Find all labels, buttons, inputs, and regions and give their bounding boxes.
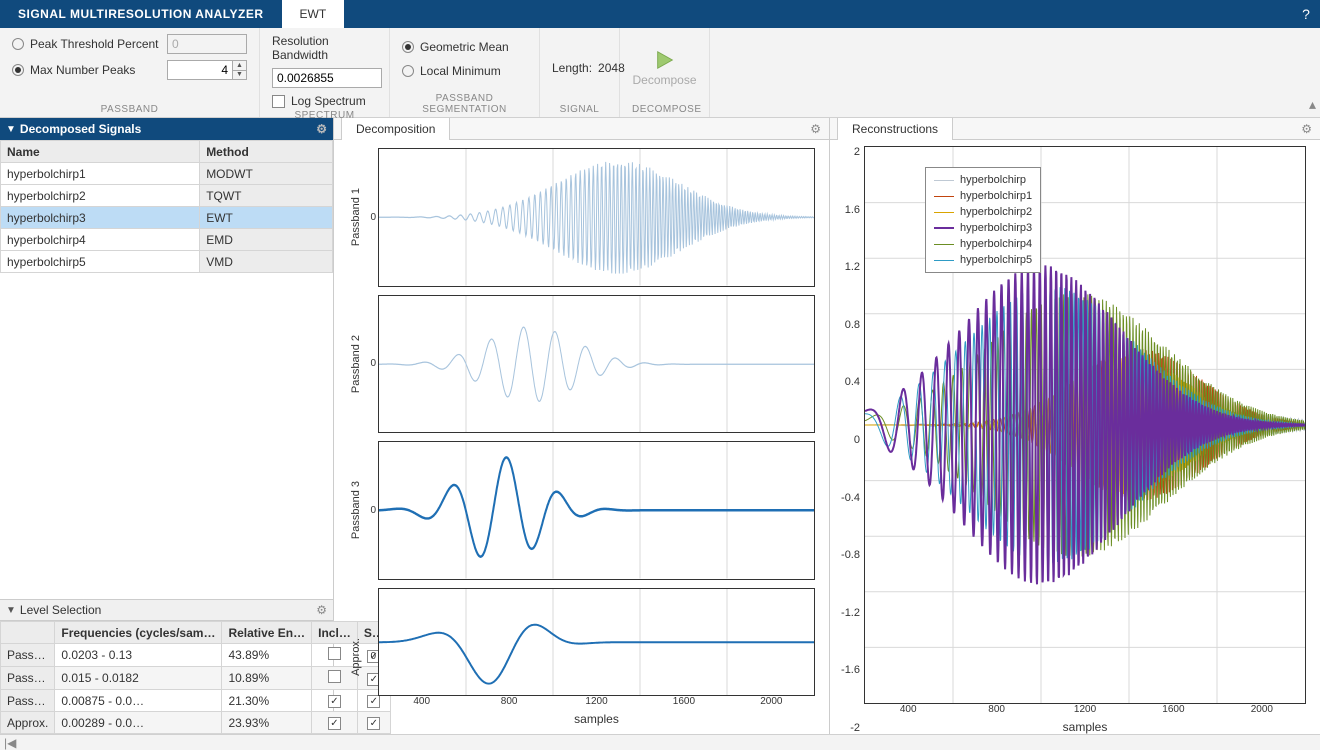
legend-item[interactable]: hyperbolchirp — [934, 172, 1032, 188]
recon-legend[interactable]: hyperbolchirphyperbolchirp1hyperbolchirp… — [925, 167, 1041, 273]
geo-mean-radio[interactable] — [402, 41, 414, 53]
play-icon — [654, 49, 676, 71]
legend-item[interactable]: hyperbolchirp4 — [934, 236, 1032, 252]
max-peaks-input[interactable] — [167, 60, 233, 80]
table-row[interactable]: Approx.0.00289 - 0.0…23.93% — [1, 712, 391, 734]
tab-main[interactable]: SIGNAL MULTIRESOLUTION ANALYZER — [0, 0, 282, 28]
legend-item[interactable]: hyperbolchirp5 — [934, 252, 1032, 268]
gear-icon[interactable]: ⚙ — [1293, 118, 1320, 139]
col-energy[interactable]: Relative En… — [222, 622, 312, 644]
col-name[interactable]: Name — [1, 141, 200, 163]
table-row[interactable]: Pass…0.0203 - 0.1343.89% — [1, 644, 391, 667]
peak-threshold-input[interactable] — [167, 34, 247, 54]
subplot: Passband 3 0 — [348, 441, 815, 580]
decompose-button[interactable]: Decompose — [632, 73, 696, 87]
tab-decomposition[interactable]: Decomposition — [342, 118, 450, 139]
gear-icon[interactable]: ⚙ — [802, 118, 829, 139]
peak-threshold-radio[interactable] — [12, 38, 24, 50]
table-row[interactable]: hyperbolchirp5VMD — [1, 251, 333, 273]
toolbar: Peak Threshold Percent Max Number Peaks … — [0, 28, 1320, 118]
max-peaks-radio[interactable] — [12, 64, 24, 76]
status-bar: |◀ — [0, 734, 1320, 750]
length-label: Length: — [552, 61, 592, 75]
geo-mean-label: Geometric Mean — [420, 40, 509, 54]
subplot: Approx. 0 400800120016002000samples — [348, 588, 815, 727]
decomposed-table: NameMethod hyperbolchirp1MODWThyperbolch… — [0, 140, 333, 273]
col-method[interactable]: Method — [200, 141, 333, 163]
tab-ewt[interactable]: EWT — [282, 0, 345, 28]
help-icon[interactable]: ? — [1292, 0, 1320, 28]
decomposed-header[interactable]: ▼ Decomposed Signals ⚙ — [0, 118, 333, 140]
level-title: Level Selection — [20, 603, 101, 617]
recon-xlabel: samples — [864, 718, 1306, 734]
table-row[interactable]: hyperbolchirp1MODWT — [1, 163, 333, 185]
legend-item[interactable]: hyperbolchirp1 — [934, 188, 1032, 204]
table-row[interactable]: Pass…0.00875 - 0.0…21.30% — [1, 690, 391, 712]
res-bw-label: Resolution Bandwidth — [272, 34, 377, 62]
reconstructions-panel: Reconstructions ⚙ 21.61.20.80.40-0.4-0.8… — [830, 118, 1320, 734]
log-spectrum-label: Log Spectrum — [291, 94, 366, 108]
subplot: Passband 1 0 — [348, 148, 815, 287]
decomposition-panel: Decomposition ⚙ Passband 1 0 Passband 2 … — [334, 118, 830, 734]
legend-item[interactable]: hyperbolchirp3 — [934, 220, 1032, 236]
group-seg-label: PASSBAND SEGMENTATION — [402, 91, 527, 115]
max-peaks-label: Max Number Peaks — [30, 63, 135, 77]
col-idx — [1, 622, 55, 644]
collapse-icon[interactable]: ▴ — [1309, 96, 1316, 113]
table-row[interactable]: Pass…0.015 - 0.018210.89% — [1, 667, 391, 690]
level-header[interactable]: ▼ Level Selection ⚙ — [0, 599, 333, 621]
res-bw-input[interactable] — [272, 68, 382, 88]
subplot: Passband 2 0 — [348, 295, 815, 434]
local-min-label: Local Minimum — [420, 64, 501, 78]
left-panel: ▼ Decomposed Signals ⚙ NameMethod hyperb… — [0, 118, 334, 734]
app-tabstrip: SIGNAL MULTIRESOLUTION ANALYZER EWT ? — [0, 0, 1320, 28]
level-table: Frequencies (cycles/sam… Relative En… In… — [0, 621, 391, 734]
decomposed-title: Decomposed Signals — [20, 122, 141, 136]
rewind-icon[interactable]: |◀ — [4, 736, 16, 750]
max-peaks-spinner[interactable]: ▲▼ — [233, 60, 247, 80]
peak-threshold-label: Peak Threshold Percent — [30, 37, 159, 51]
table-row[interactable]: hyperbolchirp2TQWT — [1, 185, 333, 207]
group-decomp-label: DECOMPOSE — [632, 102, 697, 115]
recon-xticks: 400800120016002000 — [864, 704, 1306, 718]
group-signal-label: SIGNAL — [552, 102, 607, 115]
col-freq[interactable]: Frequencies (cycles/sam… — [55, 622, 222, 644]
recon-axes[interactable]: hyperbolchirphyperbolchirp1hyperbolchirp… — [864, 146, 1306, 704]
log-spectrum-check[interactable] — [272, 95, 285, 108]
legend-item[interactable]: hyperbolchirp2 — [934, 204, 1032, 220]
tab-reconstructions[interactable]: Reconstructions — [838, 118, 953, 139]
gear-icon[interactable]: ⚙ — [316, 122, 327, 136]
table-row[interactable]: hyperbolchirp3EWT — [1, 207, 333, 229]
group-passband-label: PASSBAND — [12, 102, 247, 115]
table-row[interactable]: hyperbolchirp4EMD — [1, 229, 333, 251]
gear-icon[interactable]: ⚙ — [316, 603, 327, 617]
local-min-radio[interactable] — [402, 65, 414, 77]
recon-yticks: 21.61.20.80.40-0.4-0.8-1.2-1.6-2 — [834, 146, 864, 734]
